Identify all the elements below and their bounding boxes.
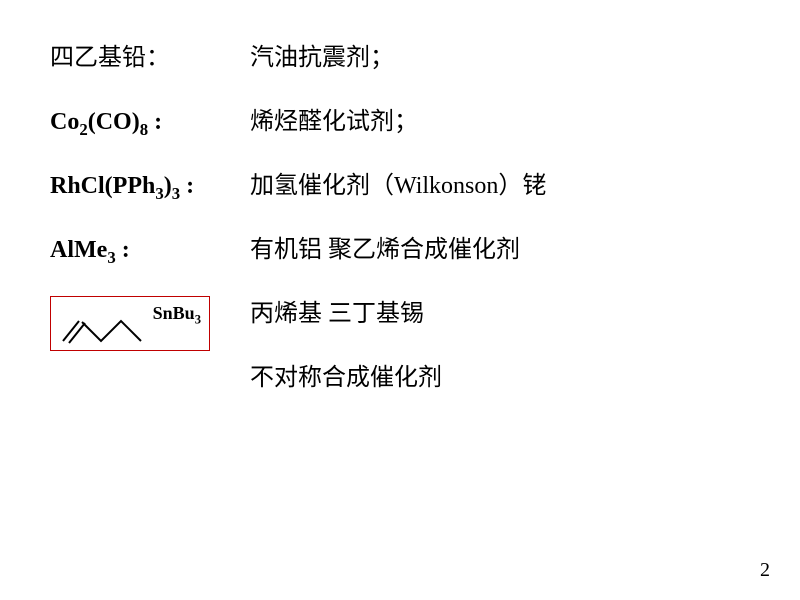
structure-box: SnBu3 [50,296,210,351]
structure-label-cell: SnBu3 [50,296,250,351]
entry-row: RhCl(PPh3)3 : 加氢催化剂（Wilkonson）铑 [50,168,750,204]
compound-desc: 汽油抗震剂； [250,40,394,76]
entry-row: Co2(CO)8 : 烯烃醛化试剂； [50,104,750,140]
entry-row: 四乙基铅： 汽油抗震剂； [50,40,750,76]
structure-desc-1: 丙烯基 三丁基锡 [250,296,442,332]
compound-label: 四乙基铅： [50,40,250,76]
structure-desc-2: 不对称合成催化剂 [250,360,442,396]
compound-label: AlMe3 : [50,232,250,268]
compound-desc: 烯烃醛化试剂； [250,104,418,140]
allyl-zigzag-icon [59,307,144,345]
slide-content: 四乙基铅： 汽油抗震剂； Co2(CO)8 : 烯烃醛化试剂； RhCl(PPh… [0,0,800,396]
entry-row-structure: SnBu3 丙烯基 三丁基锡 不对称合成催化剂 [50,296,750,396]
structure-formula: SnBu3 [153,303,201,324]
structure-desc-stack: 丙烯基 三丁基锡 不对称合成催化剂 [250,296,442,396]
compound-label: RhCl(PPh3)3 : [50,168,250,204]
page-number: 2 [760,559,770,582]
compound-desc: 加氢催化剂（Wilkonson）铑 [250,168,546,204]
compound-desc: 有机铝 聚乙烯合成催化剂 [250,232,520,268]
entry-row: AlMe3 : 有机铝 聚乙烯合成催化剂 [50,232,750,268]
compound-label: Co2(CO)8 : [50,104,250,140]
